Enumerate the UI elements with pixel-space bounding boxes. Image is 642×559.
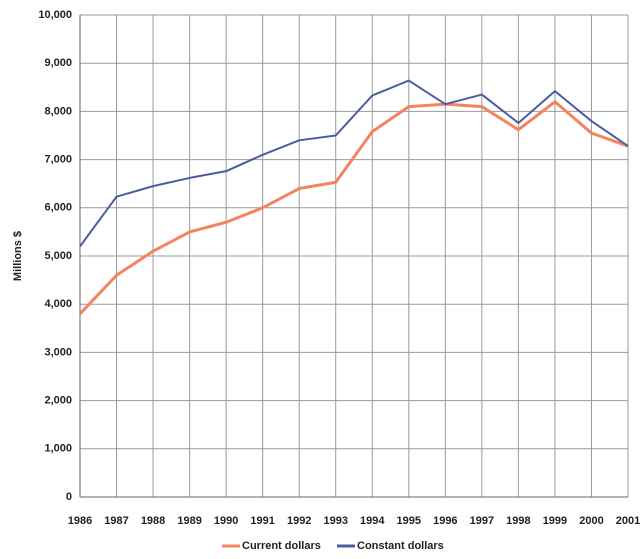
x-tick-label: 2001 [616, 515, 640, 527]
legend-label: Current dollars [242, 540, 321, 552]
x-tick-label: 1989 [177, 515, 201, 527]
x-tick-label: 1999 [543, 515, 567, 527]
y-axis-label: Millions $ [12, 231, 24, 281]
y-tick-label: 1,000 [44, 443, 72, 455]
x-tick-label: 1991 [250, 515, 274, 527]
x-tick-label: 1996 [433, 515, 457, 527]
y-tick-label: 7,000 [44, 154, 72, 166]
series-line [78, 100, 629, 315]
y-tick-label: 8,000 [44, 105, 72, 117]
y-tick-label: 2,000 [44, 395, 72, 407]
x-tick-label: 1998 [506, 515, 530, 527]
y-tick-label: 4,000 [44, 298, 72, 310]
legend-label: Constant dollars [357, 540, 444, 552]
y-tick-label: 5,000 [44, 250, 72, 262]
x-tick-label: 1995 [397, 515, 421, 527]
x-tick-label: 2000 [579, 515, 603, 527]
y-tick-label: 0 [66, 491, 72, 503]
x-tick-label: 1986 [68, 515, 92, 527]
x-tick-label: 1988 [141, 515, 165, 527]
x-tick-label: 1994 [360, 515, 385, 527]
x-tick-label: 1993 [323, 515, 347, 527]
series-line [79, 79, 629, 247]
y-tick-label: 10,000 [38, 9, 72, 21]
x-tick-label: 1997 [470, 515, 494, 527]
y-tick-label: 3,000 [44, 346, 72, 358]
y-tick-label: 6,000 [44, 202, 72, 214]
x-tick-label: 1990 [214, 515, 238, 527]
y-tick-label: 9,000 [44, 57, 72, 69]
x-tick-label: 1987 [104, 515, 128, 527]
x-tick-label: 1992 [287, 515, 311, 527]
